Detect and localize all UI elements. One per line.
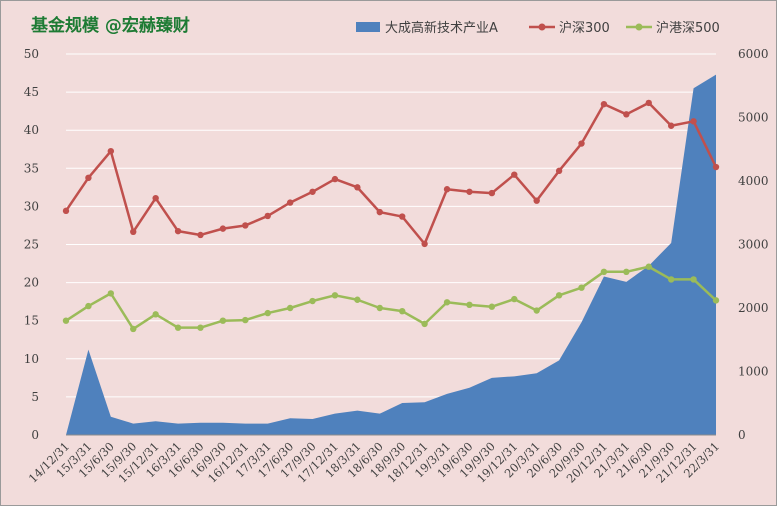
y-left-tick-label: 40: [24, 123, 39, 137]
data-point-沪港深500: [242, 316, 249, 324]
data-point-沪港深500: [197, 324, 204, 331]
data-point-沪港深500: [399, 307, 406, 315]
y-left-tick-label: 45: [24, 85, 39, 99]
y-right-tick-label: 2000: [738, 301, 769, 315]
data-point-沪港深500: [331, 292, 339, 299]
legend-label-hgs500: 沪港深500: [656, 21, 720, 36]
data-point-沪港深500: [645, 263, 652, 270]
data-point-沪深300: [152, 194, 159, 202]
legend-label-hs300: 沪深300: [559, 21, 610, 36]
line-series-沪深300: [64, 101, 718, 246]
legend-swatch-area: [356, 21, 380, 32]
y-left-tick-label: 20: [24, 276, 39, 290]
data-point-沪深300: [107, 147, 115, 155]
data-point-沪深300: [376, 208, 383, 216]
data-point-沪港深500: [690, 276, 697, 283]
y-right-tick-label: 5000: [738, 111, 769, 125]
data-point-沪深300: [690, 118, 697, 125]
data-point-沪港深500: [600, 268, 608, 276]
data-point-沪深300: [219, 225, 227, 232]
data-point-沪港深500: [555, 292, 563, 299]
y-right-tick-label: 4000: [738, 174, 769, 188]
y-right-tick-label: 0: [738, 428, 746, 442]
y-left-tick-label: 10: [24, 352, 39, 366]
y-left-tick-label: 50: [24, 47, 39, 61]
data-point-沪港深500: [152, 311, 159, 318]
data-point-沪港深500: [264, 309, 271, 317]
data-point-沪港深500: [712, 297, 720, 304]
y-right-tick-label: 6000: [738, 47, 769, 61]
data-point-沪深300: [286, 199, 294, 206]
data-point-沪港深500: [421, 320, 428, 328]
data-point-沪深300: [466, 188, 473, 195]
legend-item-area: 大成高新技术产业A: [356, 17, 498, 36]
data-point-沪深300: [85, 174, 92, 182]
data-point-沪深300: [645, 99, 652, 107]
y-left-tick-label: 0: [31, 428, 39, 442]
data-point-沪深300: [62, 207, 70, 215]
data-point-沪深300: [667, 122, 675, 129]
chart-title: 基金规模 @宏赫臻财: [31, 16, 190, 36]
data-point-沪港深500: [130, 325, 137, 333]
y-left-tick-label: 30: [24, 199, 39, 213]
data-point-沪深300: [533, 197, 540, 204]
data-point-沪港深500: [286, 304, 294, 312]
data-point-沪深300: [399, 213, 406, 220]
data-point-沪港深500: [488, 303, 496, 310]
data-point-沪港深500: [466, 301, 473, 309]
data-point-沪深300: [555, 167, 563, 175]
legend-label-area: 大成高新技术产业A: [385, 21, 498, 36]
y-left-tick-label: 15: [24, 314, 39, 328]
data-point-沪深300: [421, 240, 428, 248]
data-point-沪港深500: [354, 296, 361, 303]
data-point-沪深300: [578, 140, 585, 147]
legend-item-hgs500: 沪港深500: [626, 17, 720, 36]
data-point-沪深300: [242, 222, 249, 229]
data-point-沪港深500: [667, 276, 675, 283]
y-left-tick-label: 25: [24, 238, 39, 252]
data-point-沪深300: [488, 189, 496, 197]
data-point-沪深300: [309, 188, 316, 195]
legend-item-hs300: 沪深300: [529, 17, 610, 36]
data-point-沪深300: [443, 186, 451, 193]
legend-swatch-hs300: [529, 23, 555, 30]
data-point-沪深300: [197, 231, 204, 239]
data-point-沪港深500: [511, 295, 518, 303]
data-point-沪港深500: [219, 317, 227, 324]
data-point-沪港深500: [62, 317, 70, 324]
data-point-沪深300: [130, 228, 137, 235]
data-point-沪港深500: [623, 268, 630, 276]
data-point-沪深300: [354, 184, 361, 191]
data-point-沪深300: [712, 163, 720, 171]
y-right-tick-label: 3000: [738, 238, 769, 252]
y-right-tick-label: 1000: [738, 365, 769, 379]
data-point-沪港深500: [107, 290, 115, 297]
area-series-大成高新技术产业A: [66, 74, 716, 435]
data-point-沪港深500: [443, 299, 451, 306]
data-point-沪深300: [600, 100, 608, 108]
legend-swatch-hgs500: [626, 23, 652, 30]
data-point-沪港深500: [578, 284, 585, 291]
data-point-沪港深500: [174, 324, 182, 331]
data-point-沪港深500: [533, 307, 540, 314]
data-point-沪港深500: [85, 302, 92, 310]
y-left-tick-label: 35: [24, 161, 39, 175]
data-point-沪深300: [623, 111, 630, 118]
data-point-沪港深500: [376, 304, 383, 312]
data-point-沪深300: [264, 212, 271, 220]
y-left-tick-label: 5: [31, 390, 39, 404]
data-point-沪深300: [174, 227, 182, 235]
line-series-沪港深500: [65, 265, 717, 331]
data-point-沪深300: [511, 171, 518, 178]
data-point-沪港深500: [309, 297, 316, 305]
data-point-沪深300: [331, 175, 339, 183]
